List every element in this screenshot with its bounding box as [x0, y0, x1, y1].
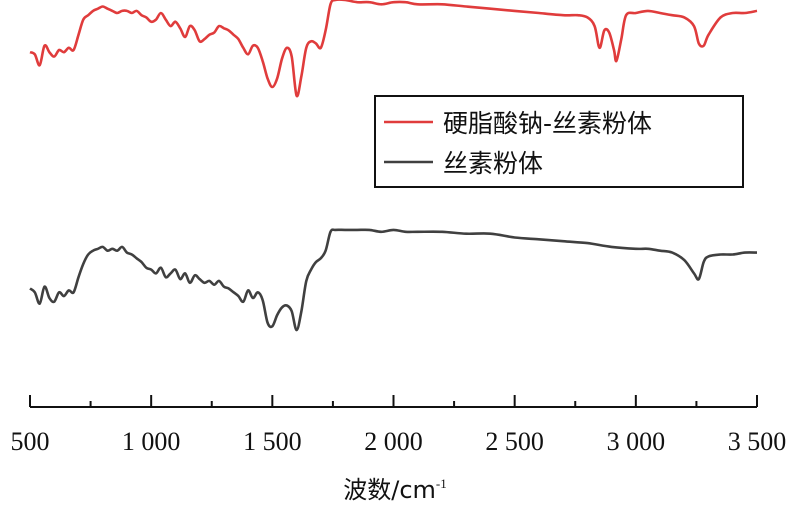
legend-label-series-1: 硬脂酸钠-丝素粉体	[443, 109, 652, 138]
x-tick-label: 3 000	[607, 427, 666, 456]
x-axis-label-text: 波数/cm	[343, 476, 436, 504]
legend-label-series-2: 丝素粉体	[443, 149, 543, 178]
x-tick-label: 1 000	[122, 427, 181, 456]
x-axis-label: 波数/cm-1	[343, 476, 447, 504]
x-axis: 500 1 000 1 500 2 000 2 500 3 000 3 500	[11, 395, 787, 456]
x-tick-label: 1 500	[243, 427, 302, 456]
x-tick-label: 2 500	[485, 427, 544, 456]
series-layer	[29, 0, 758, 332]
x-tick-label: 2 000	[364, 427, 423, 456]
series-line-2	[29, 228, 758, 332]
series-line-1	[29, 0, 758, 98]
x-ticks: 500 1 000 1 500 2 000 2 500 3 000 3 500	[11, 395, 787, 456]
x-tick-label: 500	[11, 427, 50, 456]
x-axis-label-superscript: -1	[436, 476, 447, 491]
x-tick-label: 3 500	[728, 427, 787, 456]
legend: 硬脂酸钠-丝素粉体 丝素粉体	[374, 95, 744, 188]
legend-box	[374, 95, 744, 188]
